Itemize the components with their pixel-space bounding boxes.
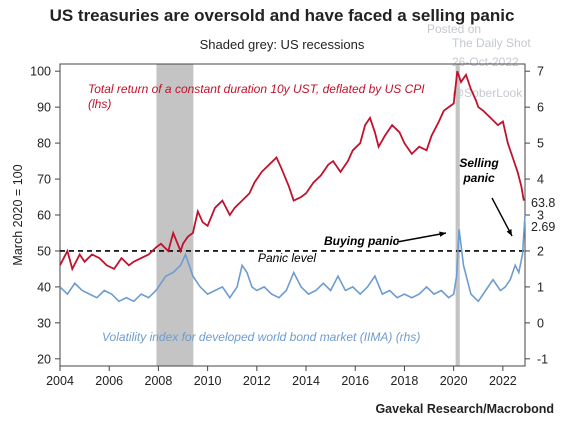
y-right-tick-label-6: 6 (537, 101, 544, 115)
chart-title: US treasuries are oversold and have face… (49, 6, 515, 25)
y-left-tick-label-30: 30 (37, 316, 51, 330)
panic-level-label: Panic level (258, 251, 316, 265)
y-right-tick-label-1: 1 (537, 280, 544, 294)
x-tick-label-2008: 2008 (145, 374, 173, 388)
y-left-tick-label-20: 20 (37, 352, 51, 366)
x-axis: 2004 2006 2008 2010 2012 2014 2016 2018 2020 2022 (46, 366, 517, 388)
y-axis-left: 20 30 40 50 60 70 80 90 100 (30, 65, 60, 366)
selling-panic-label-1: Selling (459, 156, 499, 170)
y-right-tick-label-4: 4 (537, 173, 544, 187)
x-tick-label-2022: 2022 (489, 374, 517, 388)
source-credit: Gavekal Research/Macrobond (375, 402, 554, 416)
selling-panic-label-2: panic (462, 171, 495, 185)
watermark-line-3: 26-Oct-2022 (452, 55, 519, 69)
end-value-vol: 2.69 (531, 220, 555, 234)
series-volatility-line (59, 214, 526, 303)
y-left-tick-label-40: 40 (37, 280, 51, 294)
series-ust-label-sub: (lhs) (88, 97, 111, 111)
x-tick-label-2004: 2004 (46, 374, 74, 388)
y-right-tick-label-7: 7 (537, 65, 544, 79)
recession-band-2 (455, 64, 460, 366)
x-tick-label-2018: 2018 (391, 374, 419, 388)
x-tick-label-2016: 2016 (341, 374, 369, 388)
series-ust-label: Total return of a constant duration 10y … (88, 82, 425, 96)
y-axis-left-label: March 2020 = 100 (11, 164, 25, 265)
y-right-tick-label-0: 0 (537, 316, 544, 330)
y-left-tick-label-70: 70 (37, 173, 51, 187)
selling-panic-arrow-head (506, 229, 512, 236)
y-right-tick-label--1: -1 (537, 352, 548, 366)
buying-panic-arrow-shaft (396, 232, 447, 243)
buying-panic-arrow-head (439, 231, 446, 237)
watermark-line-1: Posted on (427, 22, 482, 36)
x-tick-label-2010: 2010 (194, 374, 222, 388)
buying-panic-label: Buying panic (324, 234, 400, 248)
y-left-tick-label-60: 60 (37, 209, 51, 223)
y-right-tick-label-5: 5 (537, 137, 544, 151)
watermark-line-4: @SoberLook (452, 86, 523, 100)
end-value-ust: 63.8 (531, 196, 555, 210)
y-axis-right: -1 0 1 2 3 4 5 6 7 (525, 65, 548, 366)
y-left-tick-label-50: 50 (37, 244, 51, 258)
y-left-tick-label-90: 90 (37, 101, 51, 115)
x-tick-label-2006: 2006 (95, 374, 123, 388)
y-right-tick-label-2: 2 (537, 244, 544, 258)
y-left-tick-label-80: 80 (37, 137, 51, 151)
watermark-line-2: The Daily Shot (452, 36, 531, 50)
x-tick-label-2012: 2012 (243, 374, 271, 388)
y-right-tick-label-3: 3 (537, 209, 544, 223)
selling-panic-arrow-shaft (491, 197, 513, 237)
recession-shading (156, 64, 460, 366)
series-vol-label: Volatility index for developed world bon… (102, 330, 420, 344)
plot-frame (59, 63, 526, 367)
chart-subtitle: Shaded grey: US recessions (199, 37, 365, 52)
x-tick-label-2020: 2020 (440, 374, 468, 388)
annotations: Total return of a constant duration 10y … (88, 82, 555, 344)
series-ust-return-line (59, 70, 525, 272)
y-left-tick-label-100: 100 (30, 65, 51, 79)
recession-band-1 (156, 64, 194, 366)
x-tick-label-2014: 2014 (292, 374, 320, 388)
